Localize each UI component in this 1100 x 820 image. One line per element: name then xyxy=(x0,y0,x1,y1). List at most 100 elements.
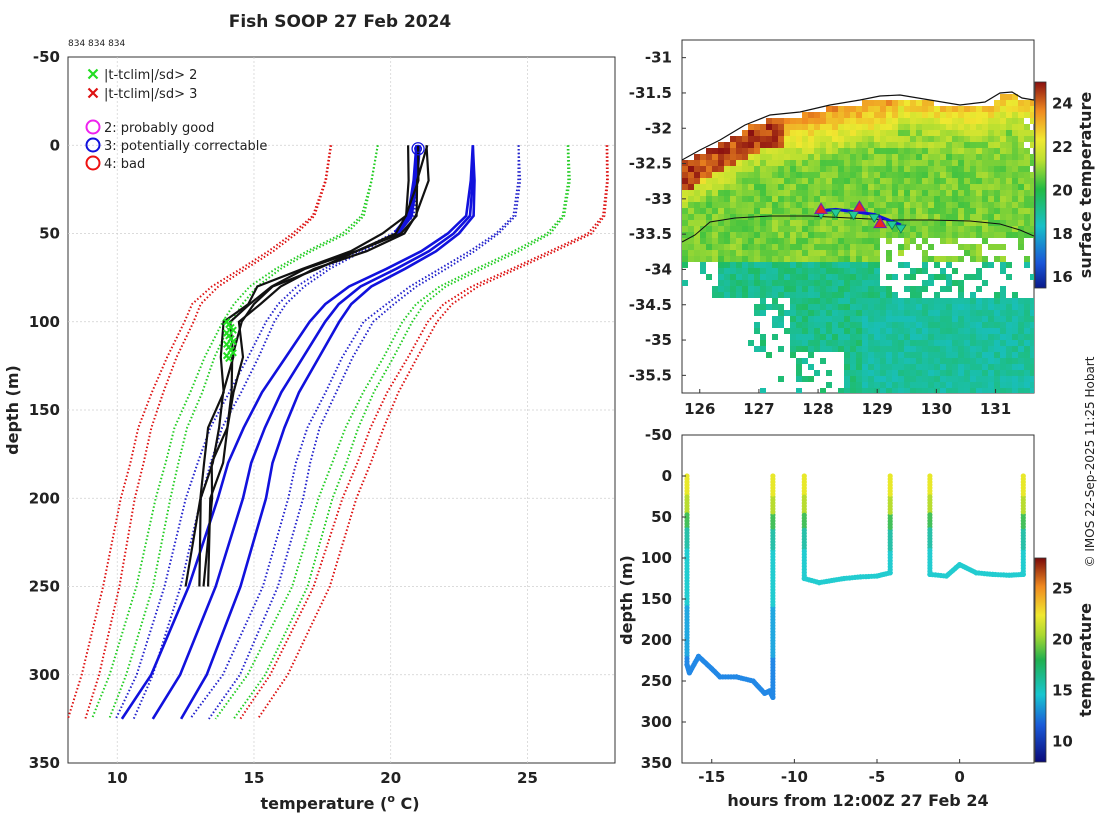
sst-cell xyxy=(778,310,784,316)
sst-cell xyxy=(1000,220,1006,226)
sst-cell xyxy=(1024,184,1030,190)
sst-cell xyxy=(898,304,904,310)
sst-cell xyxy=(958,316,964,322)
sst-cell xyxy=(946,130,952,136)
sst-cell xyxy=(934,142,940,148)
sst-cell xyxy=(730,244,736,250)
sst-cell xyxy=(880,340,886,346)
sst-cell xyxy=(844,190,850,196)
sst-cell xyxy=(868,250,874,256)
sst-cell xyxy=(928,196,934,202)
sst-cell xyxy=(1006,118,1012,124)
sst-cell xyxy=(772,322,778,328)
sst-cell xyxy=(808,154,814,160)
observed-profile xyxy=(184,145,410,587)
sst-cell xyxy=(1018,328,1024,334)
sst-cell xyxy=(850,124,856,130)
sst-cell xyxy=(916,334,922,340)
sst-cell xyxy=(928,208,934,214)
sst-cell xyxy=(946,172,952,178)
sst-cell xyxy=(820,178,826,184)
sst-cell xyxy=(832,184,838,190)
sst-cell xyxy=(952,160,958,166)
sst-cell xyxy=(958,172,964,178)
sst-cell xyxy=(880,358,886,364)
sst-cell xyxy=(910,292,916,298)
sst-cell xyxy=(904,364,910,370)
sst-cell xyxy=(760,130,766,136)
sst-cell xyxy=(862,370,868,376)
sst-cell xyxy=(964,118,970,124)
sst-cell xyxy=(682,232,688,238)
flag-x-marker xyxy=(225,354,233,363)
sst-cell xyxy=(778,148,784,154)
sst-cell xyxy=(856,166,862,172)
sst-cell xyxy=(772,142,778,148)
sst-cell xyxy=(892,328,898,334)
sst-cell xyxy=(784,328,790,334)
sst-cell xyxy=(754,346,760,352)
time-y-tick-label: 50 xyxy=(651,508,672,526)
sst-cell xyxy=(826,196,832,202)
sst-cell xyxy=(790,352,796,358)
sst-cell xyxy=(958,244,964,250)
sst-cell xyxy=(790,334,796,340)
sst-cell xyxy=(880,118,886,124)
sst-cell xyxy=(826,298,832,304)
sst-cell xyxy=(934,154,940,160)
sst-cell xyxy=(958,346,964,352)
time-y-tick-label: 200 xyxy=(641,631,672,649)
sst-cell xyxy=(802,328,808,334)
sst-cell xyxy=(934,358,940,364)
sst-cell xyxy=(838,310,844,316)
sst-cell xyxy=(796,310,802,316)
sst-cell xyxy=(1012,352,1018,358)
sst-cell xyxy=(808,130,814,136)
sst-cell xyxy=(940,178,946,184)
sst-cell xyxy=(886,388,892,393)
sst-cell xyxy=(874,280,880,286)
sst-cell xyxy=(844,262,850,268)
sst-cell xyxy=(778,250,784,256)
sst-cell xyxy=(952,316,958,322)
sst-cell xyxy=(700,196,706,202)
sst-cell xyxy=(850,364,856,370)
sst-cell xyxy=(952,142,958,148)
sst-cell xyxy=(724,286,730,292)
sst-cell xyxy=(730,274,736,280)
sst-cell xyxy=(868,106,874,112)
sst-cell xyxy=(826,244,832,250)
sst-cell xyxy=(730,160,736,166)
sst-cell xyxy=(1018,148,1024,154)
sst-cell xyxy=(952,334,958,340)
sst-cell xyxy=(982,334,988,340)
sst-cell xyxy=(868,298,874,304)
sst-cell xyxy=(844,238,850,244)
sst-cell xyxy=(850,316,856,322)
sst-cell xyxy=(706,178,712,184)
sst-cell xyxy=(1012,112,1018,118)
sst-cell xyxy=(1000,190,1006,196)
sst-cell xyxy=(688,208,694,214)
sst-cell xyxy=(724,274,730,280)
sst-cell xyxy=(940,130,946,136)
sst-cell xyxy=(724,232,730,238)
sst-cell xyxy=(826,130,832,136)
sst-cell xyxy=(952,232,958,238)
sst-cell xyxy=(844,280,850,286)
sst-cell xyxy=(874,322,880,328)
sst-cell xyxy=(790,256,796,262)
sst-cell xyxy=(742,274,748,280)
sst-cell xyxy=(832,274,838,280)
sst-cell xyxy=(886,358,892,364)
sst-cell xyxy=(808,166,814,172)
sst-cell xyxy=(772,316,778,322)
profile-y-label: depth (m) xyxy=(3,365,22,455)
sst-cell xyxy=(970,106,976,112)
sst-cell xyxy=(850,232,856,238)
sst-cell xyxy=(874,178,880,184)
sst-cell xyxy=(964,340,970,346)
sst-cell xyxy=(880,190,886,196)
sst-cell xyxy=(766,148,772,154)
sst-cell xyxy=(952,148,958,154)
